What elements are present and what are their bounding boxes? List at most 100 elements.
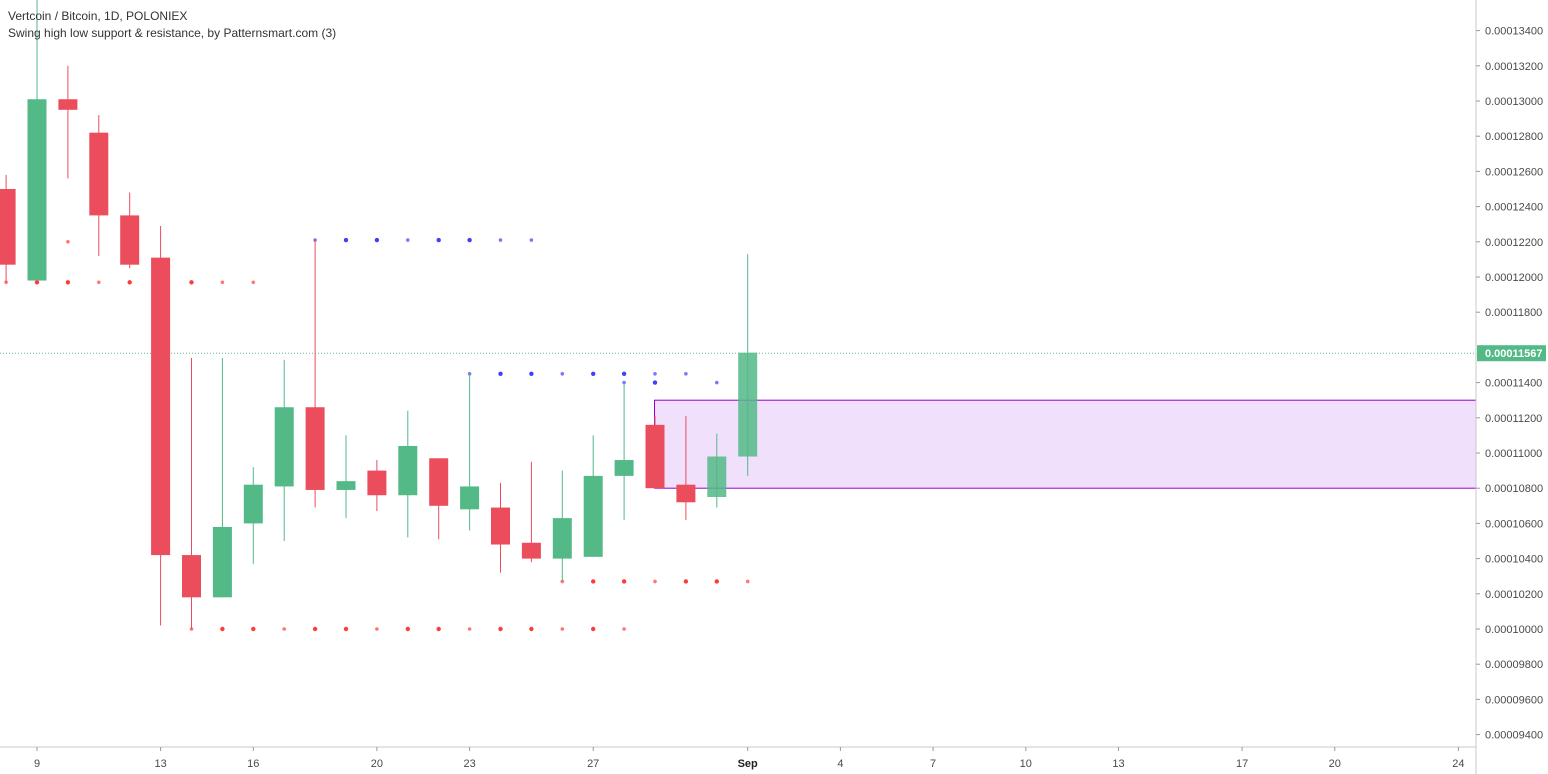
time-tick-label: 13 xyxy=(154,758,166,770)
support-dot xyxy=(498,626,503,632)
support-dot xyxy=(591,626,596,632)
candle-body xyxy=(27,99,47,281)
price-tick-label: 0.00012600 xyxy=(1485,166,1543,178)
candle-body xyxy=(676,484,696,503)
support-dot xyxy=(220,626,225,632)
price-tick-label: 0.00013400 xyxy=(1485,26,1543,38)
candle-down[interactable] xyxy=(120,192,140,269)
candle-up[interactable] xyxy=(552,470,572,582)
candle-up[interactable] xyxy=(27,0,47,281)
price-tick-label: 0.00009600 xyxy=(1485,694,1543,706)
candle-body xyxy=(429,458,449,506)
candle-body xyxy=(552,518,572,559)
support-dot xyxy=(622,627,626,631)
support-dot xyxy=(405,626,410,632)
candle-body xyxy=(738,352,758,457)
resistance-dot xyxy=(560,372,565,376)
candle-up[interactable] xyxy=(212,357,232,598)
candle-down[interactable] xyxy=(521,461,541,563)
time-tick-label: 24 xyxy=(1452,758,1464,770)
price-tick-label: 0.00011000 xyxy=(1485,448,1542,460)
candle-body xyxy=(305,407,325,490)
candle-body xyxy=(367,470,387,496)
support-dot xyxy=(591,579,596,584)
time-tick-label: 4 xyxy=(837,758,843,770)
support-dot xyxy=(282,627,287,631)
resistance-dot xyxy=(343,237,349,243)
resistance-dot xyxy=(406,238,410,242)
candle-down[interactable] xyxy=(367,460,387,512)
candle-up[interactable] xyxy=(336,435,356,519)
resistance-dot xyxy=(467,237,472,243)
support-dot xyxy=(4,280,8,285)
support-dot xyxy=(436,626,441,632)
candles xyxy=(0,0,758,629)
time-tick-label: 20 xyxy=(1329,758,1341,770)
price-tick-label: 0.00010800 xyxy=(1485,483,1543,495)
candle-down[interactable] xyxy=(182,357,201,629)
last-price-badge: 0.00011567 xyxy=(1477,345,1546,362)
resistance-dot xyxy=(436,237,441,243)
candle-down[interactable] xyxy=(645,416,665,489)
price-tick-label: 0.00012800 xyxy=(1485,131,1543,143)
candle-body xyxy=(89,132,109,216)
candle-up[interactable] xyxy=(738,254,758,476)
time-tick-label: 16 xyxy=(247,758,259,770)
support-dot xyxy=(467,627,472,631)
resistance-dot xyxy=(684,372,688,376)
candle-up[interactable] xyxy=(274,359,294,541)
time-tick-label: 17 xyxy=(1236,758,1248,770)
candle-body xyxy=(707,456,727,497)
candle-up[interactable] xyxy=(398,410,418,538)
candle-down[interactable] xyxy=(89,115,109,256)
candle-down[interactable] xyxy=(151,225,171,626)
support-dot xyxy=(653,579,657,584)
resistance-dot xyxy=(621,371,627,376)
candle-down[interactable] xyxy=(305,240,325,508)
candle-up[interactable] xyxy=(460,373,480,531)
resistance-dot xyxy=(498,371,503,376)
candle-body xyxy=(398,445,418,496)
candle-body xyxy=(58,99,78,110)
time-tick-label: Sep xyxy=(738,758,758,770)
price-tick-label: 0.00011200 xyxy=(1485,413,1542,425)
candle-down[interactable] xyxy=(491,482,510,573)
zone-rect xyxy=(654,399,1477,489)
support-dot xyxy=(375,627,379,631)
support-dot xyxy=(220,280,225,285)
resistance-dot xyxy=(652,380,658,385)
price-tick-label: 0.00011400 xyxy=(1485,378,1542,390)
candle-body xyxy=(583,475,603,557)
candle-body xyxy=(491,507,510,545)
price-tick-label: 0.00012200 xyxy=(1485,237,1543,249)
candle-body xyxy=(243,484,263,524)
resistance-dot xyxy=(653,372,657,376)
support-dot xyxy=(65,280,71,285)
resistance-dot xyxy=(715,380,719,385)
candle-down[interactable] xyxy=(429,458,449,540)
candle-down[interactable] xyxy=(676,416,696,520)
candle-body xyxy=(645,424,665,489)
candle-body xyxy=(120,215,140,265)
time-tick-label: 23 xyxy=(463,758,475,770)
candle-down[interactable] xyxy=(0,174,16,283)
support-dot xyxy=(251,280,256,285)
resistance-dot xyxy=(529,371,534,376)
support-dot xyxy=(251,626,256,632)
candle-up[interactable] xyxy=(583,435,603,557)
candle-down[interactable] xyxy=(58,65,78,179)
candle-up[interactable] xyxy=(243,467,263,564)
chart-title: Vertcoin / Bitcoin, 1D, POLONIEX xyxy=(8,9,188,23)
candle-up[interactable] xyxy=(707,433,727,508)
time-tick-label: 9 xyxy=(34,758,40,770)
candle-body xyxy=(460,486,480,510)
price-tick-label: 0.00010400 xyxy=(1485,554,1543,566)
price-tick-label: 0.00012000 xyxy=(1485,272,1543,284)
candle-body xyxy=(151,257,171,556)
candle-up[interactable] xyxy=(614,382,634,520)
candle-body xyxy=(336,481,356,490)
support-dot xyxy=(745,579,750,584)
time-tick-label: 20 xyxy=(371,758,383,770)
time-tick-label: 7 xyxy=(930,758,936,770)
